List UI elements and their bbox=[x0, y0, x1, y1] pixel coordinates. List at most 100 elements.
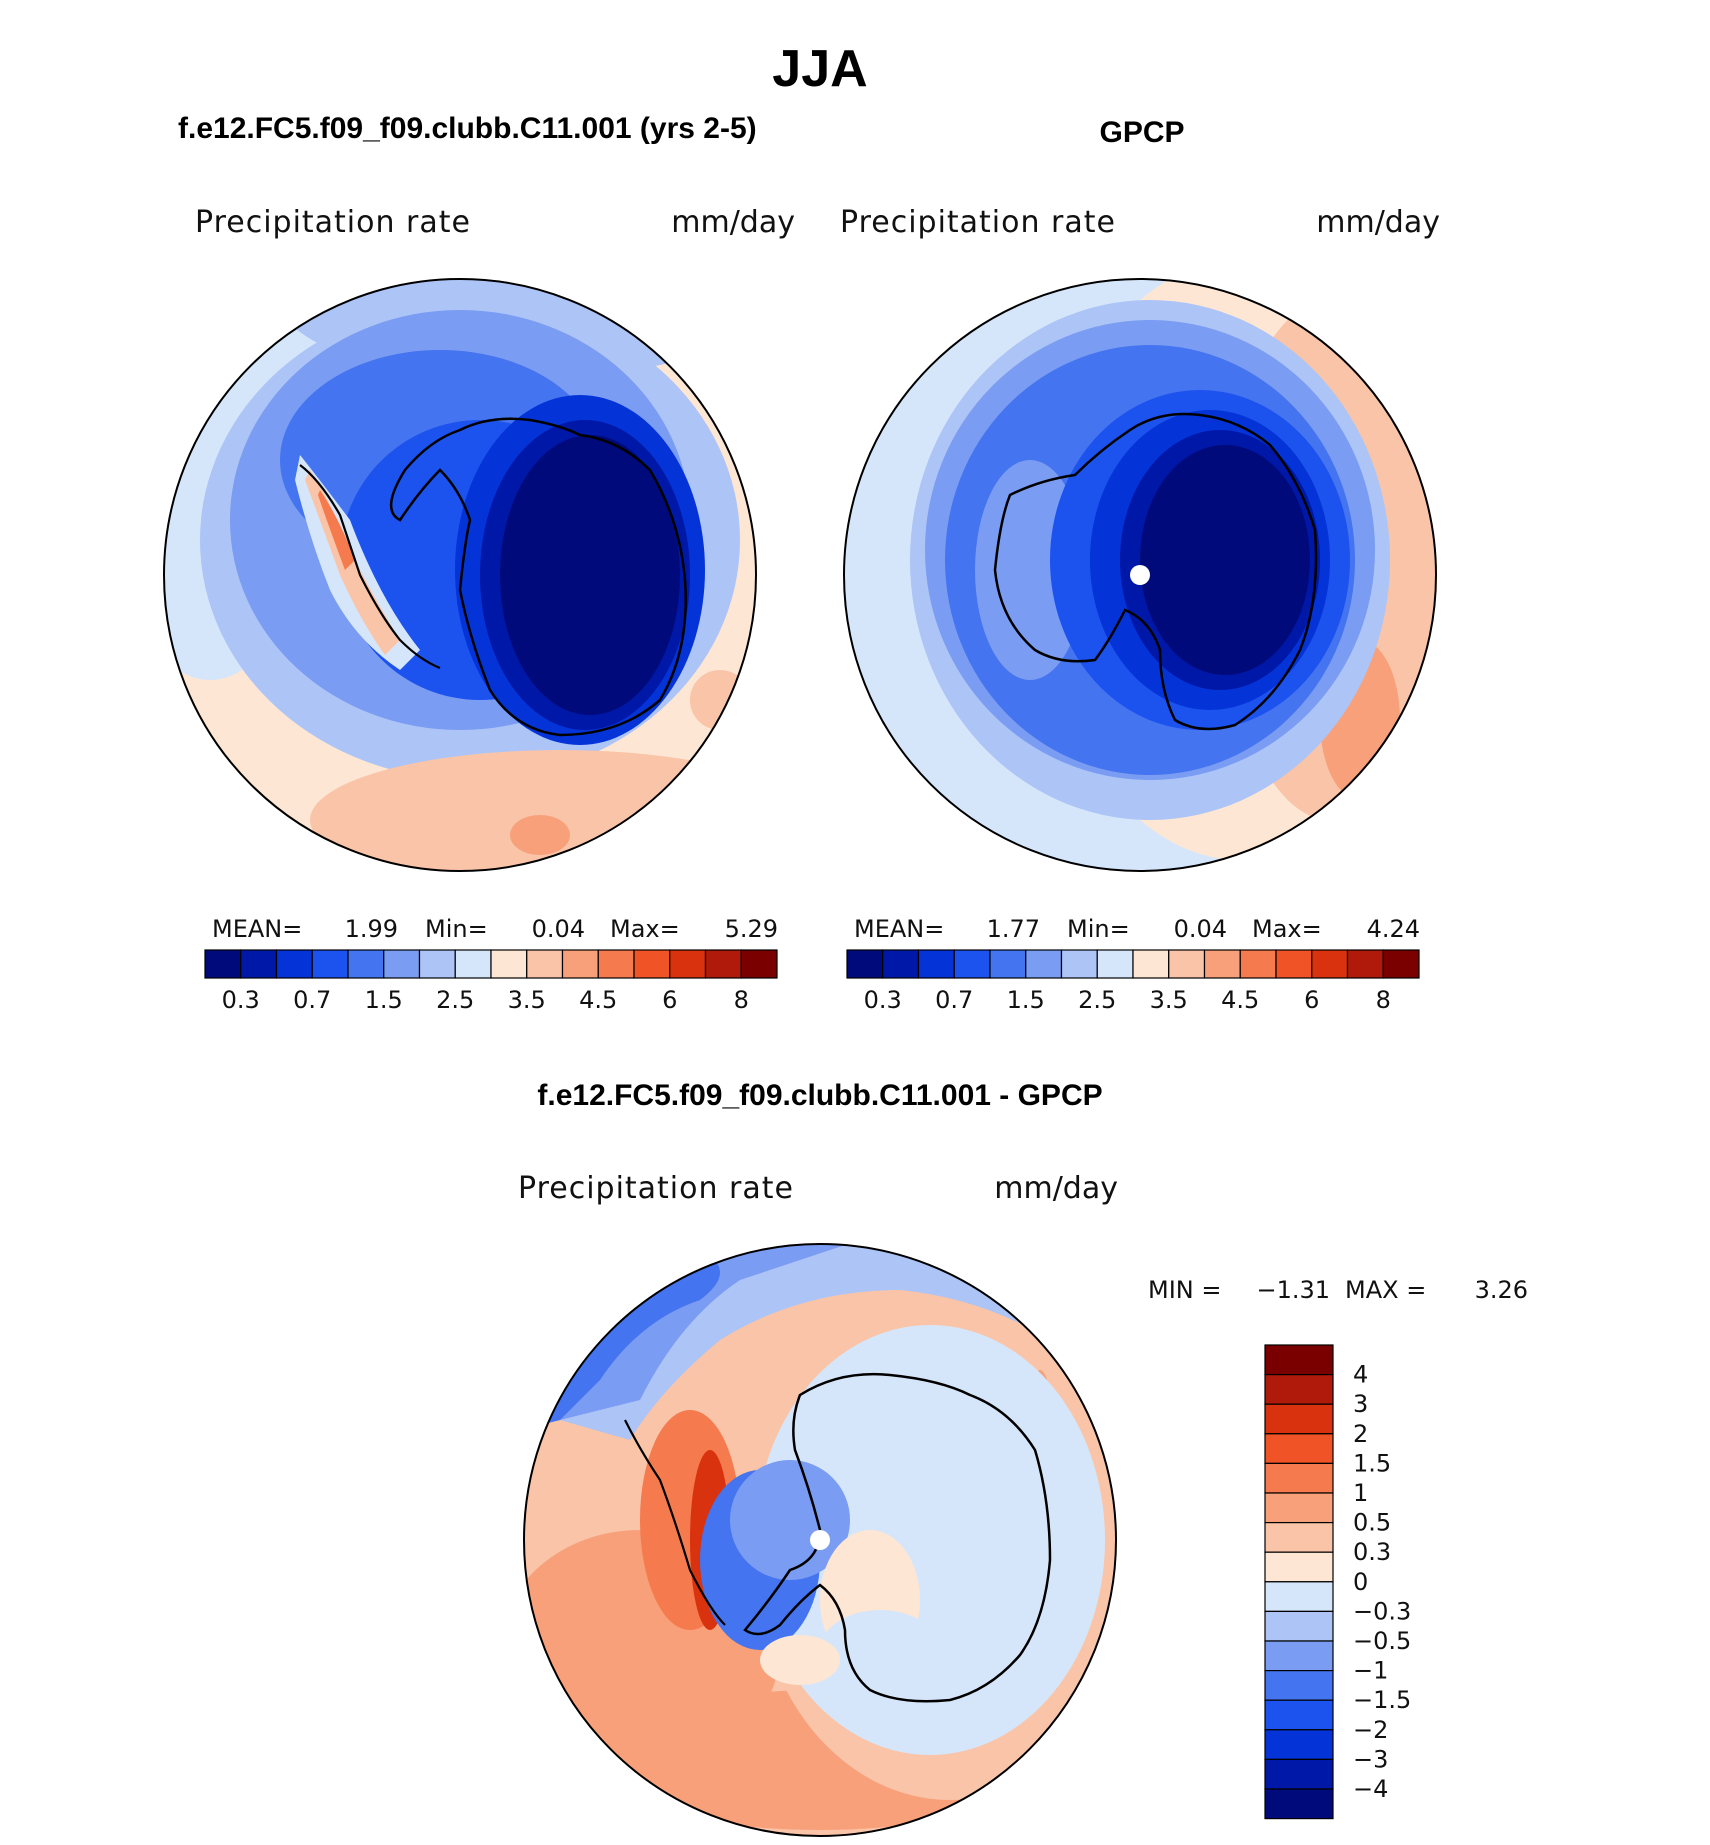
obs-colorbar-color-cell bbox=[1132, 949, 1170, 979]
obs-colorbar-color-cell bbox=[989, 949, 1027, 979]
diff-colorbar-tick-label: −3 bbox=[1353, 1745, 1388, 1773]
obs-colorbar-color-cell bbox=[1382, 949, 1420, 979]
diff-max-label: MAX = bbox=[1345, 1276, 1426, 1304]
model-colorbar-color-cell bbox=[204, 949, 242, 979]
model-variable-label: Precipitation rate bbox=[195, 205, 471, 240]
diff-colorbar-tick-label: 0.3 bbox=[1353, 1538, 1391, 1566]
model-units-label: mm/day bbox=[671, 205, 795, 240]
obs-colorbar-color-cell bbox=[1275, 949, 1313, 979]
diff-colorbar-color-cell bbox=[1264, 1610, 1334, 1642]
model-max-value: 5.29 bbox=[725, 915, 778, 943]
obs-colorbar-color-cell bbox=[1311, 949, 1349, 979]
diff-colorbar-color-cell bbox=[1264, 1433, 1334, 1465]
diff-min-value: −1.31 bbox=[1256, 1276, 1330, 1304]
obs-colorbar-tick-label: 0.7 bbox=[935, 986, 973, 1014]
model-colorbar-color-cell bbox=[418, 949, 456, 979]
model-panel-title: f.e12.FC5.f09_f09.clubb.C11.001 (yrs 2-5… bbox=[178, 112, 757, 145]
diff-colorbar-tick-label: 0.5 bbox=[1353, 1509, 1391, 1537]
obs-mean-label: MEAN= bbox=[854, 915, 944, 943]
diff-colorbar-tick-label: 0 bbox=[1353, 1568, 1368, 1596]
obs-colorbar-color-cell bbox=[1025, 949, 1063, 979]
diff-colorbar-color-cell bbox=[1264, 1640, 1334, 1672]
obs-max-label: Max= bbox=[1252, 915, 1322, 943]
obs-colorbar-color-cell bbox=[846, 949, 884, 979]
model-colorbar-tick-label: 4.5 bbox=[579, 986, 617, 1014]
obs-min-value: 0.04 bbox=[1174, 915, 1227, 943]
model-colorbar-color-cell bbox=[669, 949, 707, 979]
obs-variable-label: Precipitation rate bbox=[840, 205, 1116, 240]
model-mean-value: 1.99 bbox=[345, 915, 398, 943]
model-colorbar: 0.3 0.7 1.5 2.5 3.5 4.5 6 8 bbox=[204, 949, 778, 1014]
model-colorbar-color-cell bbox=[561, 949, 599, 979]
obs-colorbar-color-cell bbox=[953, 949, 991, 979]
obs-mean-value: 1.77 bbox=[987, 915, 1040, 943]
obs-colorbar-color-cell bbox=[882, 949, 920, 979]
diff-colorbar-color-cell bbox=[1264, 1462, 1334, 1494]
obs-colorbar-color-cell bbox=[917, 949, 955, 979]
model-colorbar-tick-label: 1.5 bbox=[365, 986, 403, 1014]
diff-max-value: 3.26 bbox=[1475, 1276, 1528, 1304]
diff-colorbar-tick-label: −1.5 bbox=[1353, 1686, 1411, 1714]
model-colorbar-tick-label: 3.5 bbox=[508, 986, 546, 1014]
diff-panel-title: f.e12.FC5.f09_f09.clubb.C11.001 - GPCP bbox=[537, 1079, 1102, 1112]
model-colorbar-color-cell bbox=[275, 949, 313, 979]
obs-max-value: 4.24 bbox=[1367, 915, 1420, 943]
obs-colorbar-tick-label: 1.5 bbox=[1007, 986, 1045, 1014]
diff-colorbar-color-cell bbox=[1264, 1729, 1334, 1761]
obs-colorbar-color-cell bbox=[1060, 949, 1098, 979]
diff-colorbar-color-cell bbox=[1264, 1373, 1334, 1405]
obs-colorbar-color-cell bbox=[1096, 949, 1134, 979]
diff-colorbar-tick-label: −0.5 bbox=[1353, 1627, 1411, 1655]
diff-colorbar-color-cell bbox=[1264, 1492, 1334, 1524]
obs-min-label: Min= bbox=[1067, 915, 1130, 943]
obs-colorbar-color-cell bbox=[1239, 949, 1277, 979]
obs-colorbar-tick-label: 2.5 bbox=[1078, 986, 1116, 1014]
diff-colorbar-tick-label: 3 bbox=[1353, 1390, 1368, 1418]
diff-units-label: mm/day bbox=[994, 1171, 1118, 1206]
obs-colorbar-tick-label: 3.5 bbox=[1150, 986, 1188, 1014]
model-colorbar-color-cell bbox=[383, 949, 421, 979]
model-min-value: 0.04 bbox=[532, 915, 585, 943]
model-colorbar-tick-label: 2.5 bbox=[436, 986, 474, 1014]
model-colorbar-color-cell bbox=[597, 949, 635, 979]
diff-polar-map bbox=[523, 1243, 1117, 1837]
obs-colorbar-color-cell bbox=[1203, 949, 1241, 979]
diff-colorbar-tick-label: −2 bbox=[1353, 1716, 1388, 1744]
model-colorbar-color-cell bbox=[740, 949, 778, 979]
model-max-label: Max= bbox=[610, 915, 680, 943]
diff-colorbar-color-cell bbox=[1264, 1758, 1334, 1790]
main-title: JJA bbox=[772, 40, 867, 98]
obs-units-label: mm/day bbox=[1316, 205, 1440, 240]
model-colorbar-color-cell bbox=[526, 949, 564, 979]
diff-colorbar-tick-label: 4 bbox=[1353, 1361, 1368, 1389]
model-colorbar-color-cell bbox=[704, 949, 742, 979]
model-colorbar-color-cell bbox=[633, 949, 671, 979]
obs-colorbar-tick-label: 6 bbox=[1304, 986, 1319, 1014]
diff-colorbar-color-cell bbox=[1264, 1788, 1334, 1820]
obs-colorbar-tick-label: 0.3 bbox=[864, 986, 902, 1014]
model-colorbar-tick-label: 6 bbox=[662, 986, 677, 1014]
diff-colorbar-tick-label: 2 bbox=[1353, 1420, 1368, 1448]
model-colorbar-tick-label: 0.7 bbox=[293, 986, 331, 1014]
diff-colorbar-color-cell bbox=[1264, 1551, 1334, 1583]
diff-colorbar-tick-label: −4 bbox=[1353, 1775, 1388, 1803]
diff-colorbar-color-cell bbox=[1264, 1403, 1334, 1435]
obs-colorbar-tick-label: 4.5 bbox=[1221, 986, 1259, 1014]
model-mean-label: MEAN= bbox=[212, 915, 302, 943]
model-colorbar-color-cell bbox=[311, 949, 349, 979]
diff-colorbar-tick-label: −0.3 bbox=[1353, 1597, 1411, 1625]
diff-colorbar-tick-label: −1 bbox=[1353, 1657, 1388, 1685]
model-colorbar-tick-label: 8 bbox=[734, 986, 749, 1014]
model-colorbar-color-cell bbox=[347, 949, 385, 979]
obs-colorbar-tick-label: 8 bbox=[1376, 986, 1391, 1014]
diff-colorbar-color-cell bbox=[1264, 1669, 1334, 1701]
obs-colorbar-color-cell bbox=[1346, 949, 1384, 979]
model-colorbar-color-cell bbox=[490, 949, 528, 979]
model-colorbar-tick-label: 0.3 bbox=[222, 986, 260, 1014]
model-min-label: Min= bbox=[425, 915, 488, 943]
model-polar-map bbox=[163, 278, 757, 872]
diff-min-label: MIN = bbox=[1148, 1276, 1221, 1304]
model-colorbar-color-cell bbox=[454, 949, 492, 979]
diff-colorbar-tick-label: 1 bbox=[1353, 1479, 1368, 1507]
